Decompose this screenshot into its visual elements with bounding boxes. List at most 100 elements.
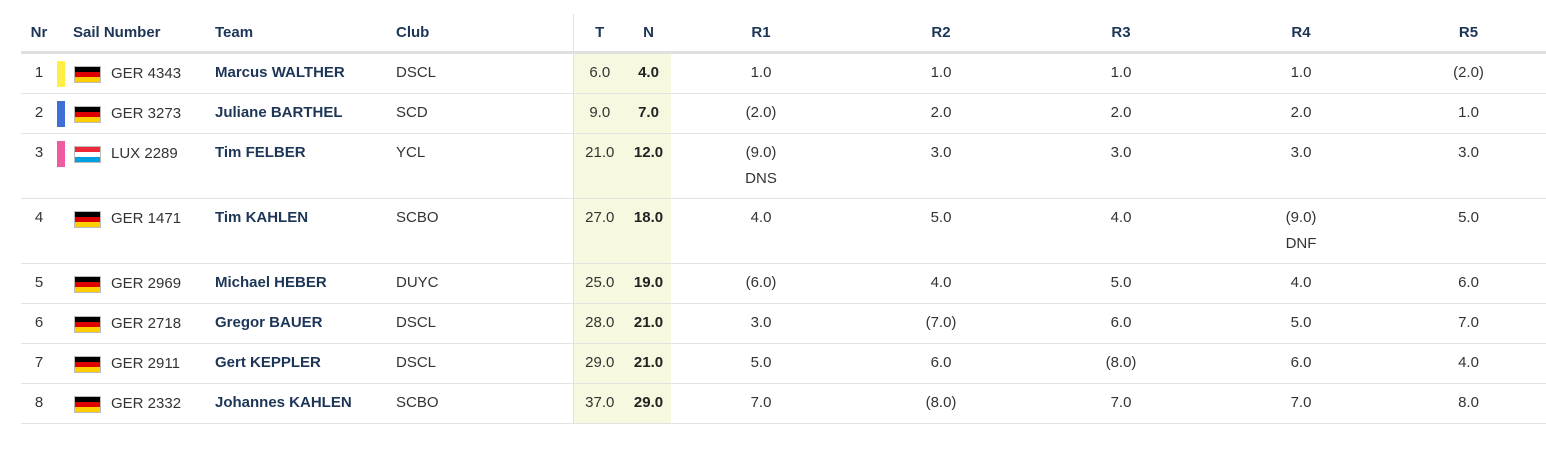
- race-score-value: 6.0: [930, 354, 952, 371]
- race-score-value: 7.0: [750, 394, 772, 411]
- race-score-value: 1.0: [1290, 64, 1312, 81]
- results-table: Nr Sail Number Team Club T N R1 R2 R3 R4…: [21, 14, 1546, 424]
- race-score-value: 1.0: [750, 64, 772, 81]
- race-score-value: (8.0): [1105, 354, 1137, 371]
- header-club[interactable]: Club: [396, 14, 573, 54]
- race-score-value: 6.0: [1110, 314, 1132, 331]
- race-score-value: 5.0: [1290, 314, 1312, 331]
- race-score: 6.0: [1211, 344, 1391, 370]
- total-points: 9.0: [589, 104, 611, 121]
- rank: 3: [34, 144, 44, 161]
- team-name-link[interactable]: Tim FELBER: [215, 144, 306, 161]
- race-score: 8.0: [1391, 384, 1546, 410]
- race-score: 4.0: [671, 199, 851, 225]
- race-score: 2.0: [1211, 94, 1391, 120]
- header-total[interactable]: T: [572, 14, 626, 54]
- race-score: 5.0: [1031, 264, 1211, 290]
- table-row: 1 GER 4343 Marcus WALTHER DSCL 6.0 4.0 1.0 1.0 1…: [21, 52, 1546, 94]
- race-score-value: 1.0: [930, 64, 952, 81]
- header-team[interactable]: Team: [215, 14, 396, 54]
- race-score-value: (9.0): [745, 144, 777, 161]
- race-score-value: 5.0: [930, 209, 952, 226]
- header-r2[interactable]: R2: [851, 14, 1031, 54]
- rank-color-marker: [57, 61, 65, 87]
- total-points: 27.0: [585, 209, 615, 226]
- net-points: 12.0: [633, 144, 664, 161]
- club: DSCL: [396, 64, 437, 81]
- race-score: (9.0) DNF: [1211, 199, 1391, 251]
- race-score-value: 5.0: [1458, 209, 1479, 226]
- race-score: (8.0): [851, 384, 1031, 410]
- team-name-link[interactable]: Gregor BAUER: [215, 314, 323, 331]
- team-name-link[interactable]: Johannes KAHLEN: [215, 394, 352, 411]
- race-score-value: 4.0: [1290, 274, 1312, 291]
- country-flag-icon: [74, 396, 101, 413]
- race-score-value: 1.0: [1110, 64, 1132, 81]
- country-flag-icon: [74, 146, 101, 163]
- race-score: (2.0): [671, 94, 851, 120]
- header-sail-number[interactable]: Sail Number: [57, 14, 215, 54]
- table-row: 4 GER 1471 Tim KAHLEN SCBO 27.0 18.0 4.0 5.0 4.0…: [21, 198, 1546, 264]
- club: SCD: [396, 104, 428, 121]
- team-name-link[interactable]: Tim KAHLEN: [215, 209, 309, 226]
- team-name-link[interactable]: Michael HEBER: [215, 274, 327, 291]
- race-score-value: 5.0: [1110, 274, 1132, 291]
- header-r3[interactable]: R3: [1031, 14, 1211, 54]
- race-score-value: 4.0: [750, 209, 772, 226]
- table-row: 7 GER 2911 Gert KEPPLER DSCL 29.0 21.0 5.0 6.0 (…: [21, 343, 1546, 384]
- race-score-value: (2.0): [745, 104, 777, 121]
- rank-color-marker: [57, 101, 65, 127]
- race-score-value: 3.0: [1110, 144, 1132, 161]
- race-score-value: 8.0: [1458, 394, 1479, 411]
- race-score-value: (8.0): [925, 394, 957, 411]
- race-score-value: 4.0: [930, 274, 952, 291]
- net-points: 19.0: [633, 274, 664, 291]
- country-flag-icon: [74, 316, 101, 333]
- race-penalty-code: DNS: [745, 170, 777, 187]
- race-score: 5.0: [1211, 304, 1391, 330]
- net-points: 7.0: [638, 104, 659, 121]
- rank: 6: [34, 314, 44, 331]
- table-row: 5 GER 2969 Michael HEBER DUYC 25.0 19.0 (6.0) 4…: [21, 263, 1546, 304]
- table-row: 8 GER 2332 Johannes KAHLEN SCBO 37.0 29.0 7.0 (…: [21, 383, 1546, 424]
- race-score-value: 3.0: [750, 314, 772, 331]
- net-points: 4.0: [638, 64, 659, 81]
- race-score-value: (2.0): [1453, 64, 1484, 81]
- rank-color-marker: [57, 141, 65, 167]
- club: DUYC: [396, 274, 439, 291]
- race-score-value: 3.0: [1290, 144, 1312, 161]
- race-score: 1.0: [851, 54, 1031, 80]
- header-nr[interactable]: Nr: [21, 14, 57, 54]
- header-r5[interactable]: R5: [1391, 14, 1546, 54]
- race-score: (8.0): [1031, 344, 1211, 370]
- race-score: 7.0: [671, 384, 851, 410]
- sail-number: GER 2332: [111, 395, 182, 412]
- table-row: 3 LUX 2289 Tim FELBER YCL 21.0 12.0 (9.0) DNS 3.…: [21, 133, 1546, 199]
- header-r4[interactable]: R4: [1211, 14, 1391, 54]
- rank: 1: [34, 64, 44, 81]
- rank: 7: [34, 354, 44, 371]
- club: SCBO: [396, 394, 439, 411]
- race-score: 3.0: [1211, 134, 1391, 160]
- header-r1[interactable]: R1: [671, 14, 851, 54]
- race-score: 6.0: [851, 344, 1031, 370]
- country-flag-icon: [74, 356, 101, 373]
- total-points: 25.0: [585, 274, 615, 291]
- team-name-link[interactable]: Juliane BARTHEL: [215, 104, 343, 121]
- team-name-link[interactable]: Marcus WALTHER: [215, 64, 345, 81]
- race-score-value: 3.0: [1458, 144, 1479, 161]
- net-points: 21.0: [633, 314, 664, 331]
- country-flag-icon: [74, 276, 101, 293]
- country-flag-icon: [74, 106, 101, 123]
- club: DSCL: [396, 354, 437, 371]
- race-score: 1.0: [671, 54, 851, 80]
- header-net[interactable]: N: [626, 14, 671, 54]
- race-score: 3.0: [851, 134, 1031, 160]
- sail-number: LUX 2289: [111, 145, 178, 162]
- country-flag-icon: [74, 211, 101, 228]
- net-points: 29.0: [633, 394, 664, 411]
- race-score: 4.0: [1211, 264, 1391, 290]
- race-score-value: 3.0: [930, 144, 952, 161]
- team-name-link[interactable]: Gert KEPPLER: [215, 354, 321, 371]
- race-score-value: 7.0: [1458, 314, 1479, 331]
